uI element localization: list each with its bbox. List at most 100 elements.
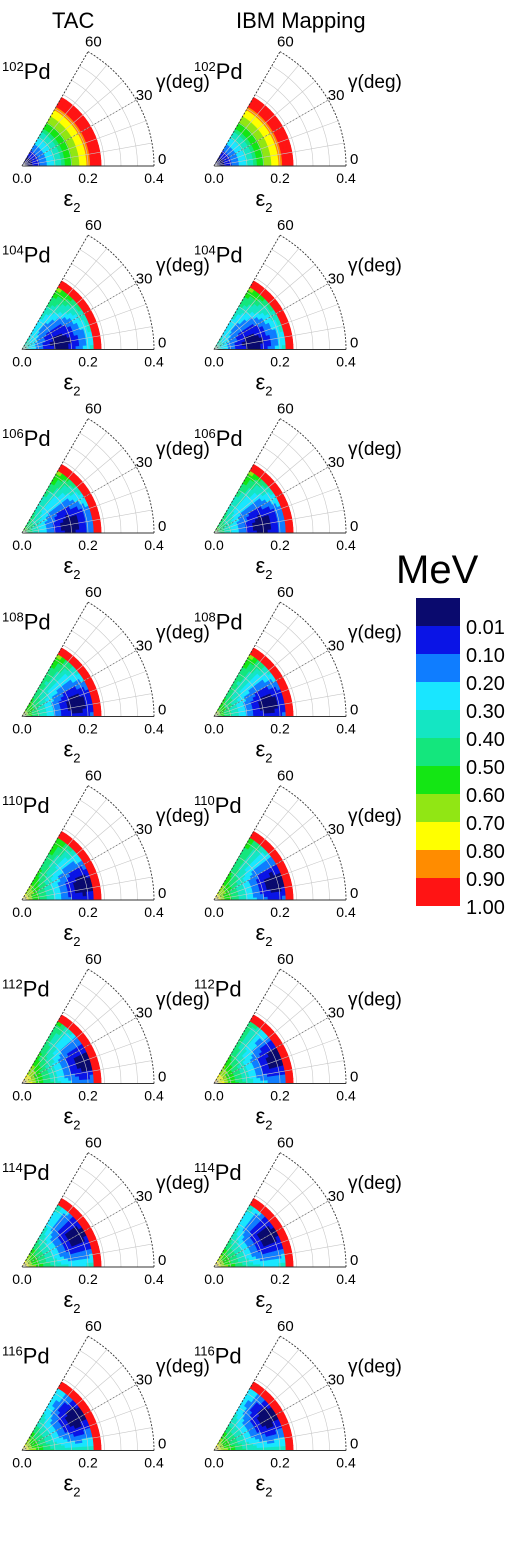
angle-tick-label: 60 <box>85 400 102 417</box>
angle-tick-label: 0 <box>158 151 166 168</box>
radial-tick-label: 0.0 <box>12 721 32 737</box>
nucleus-mass-number: 108 <box>2 610 24 625</box>
angle-tick-label: 0 <box>350 702 358 719</box>
pes-cell <box>260 345 265 350</box>
pes-cell <box>96 1072 102 1079</box>
pes-cell <box>285 160 290 167</box>
pes-cell <box>89 894 95 901</box>
radial-tick-label: 0.2 <box>270 537 290 553</box>
radial-tick-label: 0.4 <box>336 537 356 553</box>
radial-tick-label: 0.0 <box>204 721 224 737</box>
radial-tick-label: 0.0 <box>12 537 32 553</box>
pes-cell <box>59 96 67 104</box>
radial-tick-label: 0.0 <box>204 904 224 920</box>
pes-cell <box>285 1078 290 1084</box>
radial-tick-label: 0.4 <box>144 904 164 920</box>
pes-cell <box>97 160 102 167</box>
nucleus-label: 106Pd <box>2 426 51 451</box>
angle-tick-label: 0 <box>158 885 166 902</box>
pes-cell <box>285 711 290 717</box>
pes-cell <box>96 1256 102 1263</box>
grid-ray <box>21 142 153 167</box>
pes-cell <box>278 1078 283 1084</box>
radial-tick-label: 0.0 <box>12 170 32 186</box>
angle-tick-label: 0 <box>350 1069 358 1086</box>
pes-cell <box>89 160 95 167</box>
pes-cell <box>288 889 294 896</box>
nucleus-mass-number: 106 <box>194 426 216 441</box>
pes-cell <box>75 161 80 167</box>
pes-cell <box>86 1078 91 1084</box>
pes-cell <box>288 522 294 529</box>
epsilon-axis-label: ε2 <box>255 186 272 215</box>
angle-tick-label: 30 <box>136 454 153 471</box>
pes-cell <box>289 710 294 717</box>
grid-ray <box>21 120 147 167</box>
epsilon-axis-label: ε2 <box>255 1104 272 1133</box>
angle-tick-label: 60 <box>85 1134 102 1151</box>
pes-cell <box>271 895 276 901</box>
radial-tick-label: 0.2 <box>270 721 290 737</box>
radial-tick-label: 0.2 <box>270 904 290 920</box>
radial-tick-label: 0.2 <box>270 354 290 370</box>
nucleus-element: Pd <box>23 793 50 818</box>
nucleus-mass-number: 102 <box>194 59 216 74</box>
pes-cell <box>288 155 294 162</box>
grid-ray <box>21 234 89 350</box>
angle-tick-label: 60 <box>85 33 102 50</box>
pes-cell <box>267 1079 272 1084</box>
pes-cell <box>260 162 265 167</box>
gamma-axis-label: γ(deg) <box>156 623 210 644</box>
pes-cell <box>288 705 294 712</box>
epsilon-subscript: 2 <box>265 384 272 399</box>
nucleus-mass-number: 106 <box>2 426 24 441</box>
angle-tick-label: 0 <box>350 885 358 902</box>
pes-cell <box>274 711 280 717</box>
epsilon-axis-label: ε2 <box>255 370 272 399</box>
angle-tick-label: 30 <box>136 821 153 838</box>
gamma-axis-label: γ(deg) <box>156 1173 210 1194</box>
pes-cell <box>82 895 88 901</box>
pes-cell <box>285 527 290 534</box>
radial-tick-label: 0.2 <box>78 1088 98 1104</box>
pes-cell <box>263 345 269 350</box>
radial-tick-label: 0.2 <box>270 1088 290 1104</box>
gamma-axis-label: γ(deg) <box>348 806 402 827</box>
angle-tick-label: 30 <box>328 638 345 655</box>
angle-tick-label: 60 <box>85 217 102 234</box>
grid-ray <box>21 248 108 350</box>
radial-tick-label: 0.2 <box>78 354 98 370</box>
pes-cell <box>93 1078 98 1084</box>
nucleus-element: Pd <box>24 59 51 84</box>
radial-tick-label: 0.4 <box>144 537 164 553</box>
nucleus-element: Pd <box>215 977 242 1002</box>
angle-tick-label: 30 <box>136 271 153 288</box>
grid-ray-30 <box>213 99 329 167</box>
grid-ray <box>213 120 339 167</box>
pes-cell <box>274 1078 280 1084</box>
pes-cell <box>271 1079 276 1084</box>
pes-cell <box>86 161 91 167</box>
nucleus-element: Pd <box>24 243 51 268</box>
nucleus-element: Pd <box>216 426 243 451</box>
pes-cell <box>86 711 91 717</box>
pes-cell <box>68 529 73 534</box>
pes-cell <box>267 345 272 350</box>
pes-cell <box>281 160 287 167</box>
pes-cell <box>263 896 269 901</box>
angle-tick-label: 30 <box>136 1005 153 1022</box>
pes-cell <box>79 712 84 717</box>
pes-cell <box>75 1262 80 1268</box>
epsilon-axis-label: ε2 <box>63 737 80 766</box>
nucleus-label: 108Pd <box>2 610 51 635</box>
nucleus-mass-number: 110 <box>2 793 23 808</box>
radial-tick-label: 0.4 <box>144 721 164 737</box>
epsilon-subscript: 2 <box>73 200 80 215</box>
epsilon-subscript: 2 <box>265 751 272 766</box>
pes-cell <box>82 1262 88 1268</box>
pes-cell <box>97 894 102 901</box>
nucleus-element: Pd <box>215 793 242 818</box>
radial-tick-label: 0.0 <box>12 1088 32 1104</box>
radial-tick-label: 0.0 <box>204 1088 224 1104</box>
